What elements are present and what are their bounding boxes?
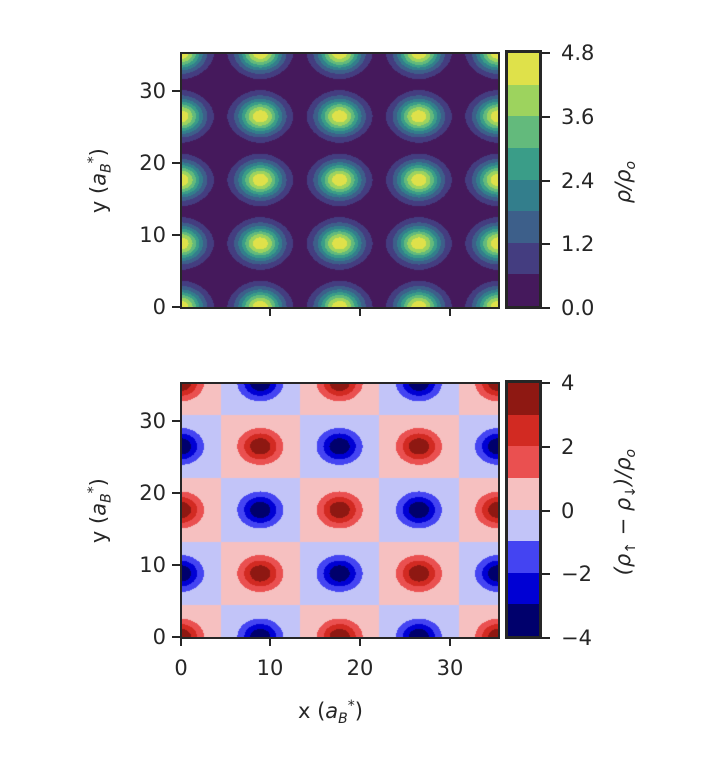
colorbar-tick-label: 0	[561, 499, 575, 523]
y-tick-label: 30	[139, 409, 166, 433]
colorbar-tick-label: 2.4	[561, 169, 595, 193]
y-tick-label: 10	[139, 223, 166, 247]
colorbar-tick-label: 0.0	[561, 296, 595, 320]
y-tick	[172, 306, 180, 308]
y-axis-label: y (aB*)	[85, 478, 115, 544]
y-tick	[172, 636, 180, 638]
colorbar-label: ρ/ρo	[610, 160, 640, 204]
spin-contour-map	[181, 383, 498, 637]
colorbar-tick	[542, 116, 550, 118]
colorbar-segment	[508, 477, 539, 510]
colorbar-segment	[508, 242, 539, 275]
colorbar-segment	[508, 179, 539, 212]
spin-colorbar	[505, 380, 542, 639]
density-colorbar	[505, 50, 542, 309]
colorbar-tick-label: −4	[561, 626, 592, 650]
colorbar-tick	[542, 446, 550, 448]
y-tick-label: 30	[139, 79, 166, 103]
y-tick	[172, 492, 180, 494]
x-tick	[269, 308, 271, 316]
y-tick-label: 20	[139, 151, 166, 175]
colorbar-tick	[542, 52, 550, 54]
y-tick	[172, 564, 180, 566]
x-tick	[269, 638, 271, 646]
colorbar-label: (ρ↑ − ρ↓)/ρo	[610, 448, 640, 576]
colorbar-tick	[542, 510, 550, 512]
colorbar-tick-label: 4.8	[561, 41, 595, 65]
colorbar-segment	[508, 446, 539, 478]
y-tick	[172, 234, 180, 236]
density-contour-map	[181, 53, 498, 307]
x-tick	[180, 638, 182, 646]
colorbar-segment	[508, 414, 539, 447]
x-tick-label: 10	[256, 656, 284, 680]
colorbar-tick	[542, 180, 550, 182]
colorbar-tick-label: −2	[561, 562, 592, 586]
colorbar-segment	[508, 116, 539, 148]
x-tick-label: 0	[174, 656, 188, 680]
colorbar-tick-label: 2	[561, 435, 575, 459]
y-tick-label: 10	[139, 553, 166, 577]
x-tick-label: 20	[346, 656, 374, 680]
y-tick	[172, 162, 180, 164]
y-tick-label: 20	[139, 481, 166, 505]
y-tick-label: 0	[152, 625, 166, 649]
colorbar-tick	[542, 243, 550, 245]
colorbar-segment	[508, 84, 539, 117]
colorbar-tick	[542, 307, 550, 309]
colorbar-segment	[508, 383, 539, 415]
colorbar-tick	[542, 573, 550, 575]
colorbar-segment	[508, 53, 539, 85]
colorbar-segment	[508, 274, 539, 306]
x-axis-label: x (aB*)	[298, 698, 363, 728]
colorbar-tick-label: 4	[561, 371, 575, 395]
y-tick-label: 0	[152, 295, 166, 319]
colorbar-segment	[508, 147, 539, 180]
y-tick	[172, 90, 180, 92]
x-tick-label: 30	[436, 656, 464, 680]
x-tick	[359, 308, 361, 316]
colorbar-tick	[542, 637, 550, 639]
x-tick	[359, 638, 361, 646]
colorbar-tick-label: 3.6	[561, 105, 595, 129]
colorbar-tick-label: 1.2	[561, 232, 595, 256]
colorbar-segment	[508, 211, 539, 243]
y-tick	[172, 420, 180, 422]
colorbar-tick	[542, 382, 550, 384]
colorbar-segment	[508, 541, 539, 573]
x-tick	[449, 308, 451, 316]
x-tick	[449, 638, 451, 646]
colorbar-segment	[508, 604, 539, 636]
colorbar-segment	[508, 509, 539, 542]
y-axis-label: y (aB*)	[85, 148, 115, 214]
colorbar-segment	[508, 572, 539, 605]
